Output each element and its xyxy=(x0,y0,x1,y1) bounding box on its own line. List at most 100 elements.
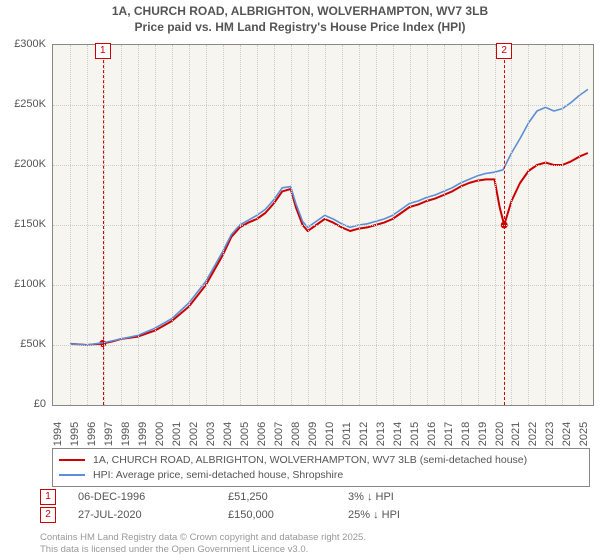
x-tick-label: 1994 xyxy=(52,422,64,446)
plot-area: 12 xyxy=(52,44,594,406)
x-tick-label: 2023 xyxy=(544,422,556,446)
x-tick-label: 2006 xyxy=(256,422,268,446)
legend-row: HPI: Average price, semi-detached house,… xyxy=(59,468,583,483)
grid-v xyxy=(138,45,139,405)
transaction-row: 106-DEC-1996£51,2503% ↓ HPI xyxy=(40,488,590,506)
x-tick-label: 2001 xyxy=(171,422,183,446)
y-tick-label: £100K xyxy=(14,278,46,290)
x-tick-label: 2011 xyxy=(341,422,353,446)
x-tick-label: 2020 xyxy=(494,422,506,446)
x-tick-label: 2005 xyxy=(239,422,251,446)
legend-label: 1A, CHURCH ROAD, ALBRIGHTON, WOLVERHAMPT… xyxy=(93,453,527,468)
x-tick-label: 1996 xyxy=(86,422,98,446)
grid-v xyxy=(495,45,496,405)
grid-v xyxy=(427,45,428,405)
y-tick-label: £0 xyxy=(34,398,46,410)
transaction-row-marker: 1 xyxy=(40,489,56,505)
grid-v xyxy=(87,45,88,405)
grid-v xyxy=(444,45,445,405)
x-tick-label: 2002 xyxy=(188,422,200,446)
x-tick-label: 2015 xyxy=(409,422,421,446)
title-line-1: 1A, CHURCH ROAD, ALBRIGHTON, WOLVERHAMPT… xyxy=(0,4,600,20)
grid-v xyxy=(172,45,173,405)
x-tick-label: 2025 xyxy=(578,422,590,446)
grid-v xyxy=(511,45,512,405)
transaction-marker-line xyxy=(504,45,505,405)
x-tick-label: 2004 xyxy=(222,422,234,446)
grid-v xyxy=(206,45,207,405)
x-tick-label: 1999 xyxy=(137,422,149,446)
transaction-marker-box: 2 xyxy=(496,43,512,59)
y-tick-label: £300K xyxy=(14,38,46,50)
y-tick-label: £200K xyxy=(14,158,46,170)
series-hpi xyxy=(70,89,588,345)
grid-v xyxy=(291,45,292,405)
grid-v xyxy=(325,45,326,405)
title-block: 1A, CHURCH ROAD, ALBRIGHTON, WOLVERHAMPT… xyxy=(0,0,600,37)
grid-v xyxy=(342,45,343,405)
grid-v xyxy=(70,45,71,405)
x-tick-label: 2016 xyxy=(426,422,438,446)
grid-v xyxy=(410,45,411,405)
legend-swatch xyxy=(59,474,85,476)
x-tick-label: 2014 xyxy=(392,422,404,446)
series-price_paid xyxy=(70,153,588,345)
x-tick-label: 2021 xyxy=(510,422,522,446)
grid-v xyxy=(223,45,224,405)
grid-v xyxy=(359,45,360,405)
grid-v xyxy=(104,45,105,405)
y-tick-label: £50K xyxy=(20,338,46,350)
x-tick-label: 2013 xyxy=(375,422,387,446)
transaction-row-marker: 2 xyxy=(40,507,56,523)
footer-line-2: This data is licensed under the Open Gov… xyxy=(40,544,366,556)
x-tick-label: 2007 xyxy=(273,422,285,446)
x-tick-label: 2009 xyxy=(307,422,319,446)
x-tick-label: 2012 xyxy=(358,422,370,446)
x-axis: 1994199519961997199819992000200120022003… xyxy=(52,406,592,446)
x-tick-label: 1995 xyxy=(69,422,81,446)
title-line-2: Price paid vs. HM Land Registry's House … xyxy=(0,20,600,36)
grid-v xyxy=(393,45,394,405)
transaction-date: 27-JUL-2020 xyxy=(78,509,228,521)
legend: 1A, CHURCH ROAD, ALBRIGHTON, WOLVERHAMPT… xyxy=(52,448,590,487)
x-tick-label: 2010 xyxy=(324,422,336,446)
grid-v xyxy=(478,45,479,405)
x-tick-label: 1997 xyxy=(103,422,115,446)
grid-v xyxy=(579,45,580,405)
x-tick-label: 2017 xyxy=(443,422,455,446)
grid-v xyxy=(376,45,377,405)
x-tick-label: 2008 xyxy=(290,422,302,446)
legend-swatch xyxy=(59,459,85,461)
footer: Contains HM Land Registry data © Crown c… xyxy=(40,532,366,556)
grid-v xyxy=(240,45,241,405)
footer-line-1: Contains HM Land Registry data © Crown c… xyxy=(40,532,366,544)
transaction-row: 227-JUL-2020£150,00025% ↓ HPI xyxy=(40,506,590,524)
legend-row: 1A, CHURCH ROAD, ALBRIGHTON, WOLVERHAMPT… xyxy=(59,453,583,468)
grid-v xyxy=(308,45,309,405)
grid-v xyxy=(562,45,563,405)
chart-container: 1A, CHURCH ROAD, ALBRIGHTON, WOLVERHAMPT… xyxy=(0,0,600,560)
grid-v xyxy=(461,45,462,405)
grid-v xyxy=(528,45,529,405)
grid-v xyxy=(155,45,156,405)
y-tick-label: £250K xyxy=(14,98,46,110)
transaction-delta: 3% ↓ HPI xyxy=(348,491,448,503)
transaction-table: 106-DEC-1996£51,2503% ↓ HPI227-JUL-2020£… xyxy=(40,488,590,524)
x-tick-label: 2022 xyxy=(527,422,539,446)
grid-v xyxy=(257,45,258,405)
transaction-marker-box: 1 xyxy=(95,43,111,59)
x-tick-label: 1998 xyxy=(120,422,132,446)
grid-v xyxy=(274,45,275,405)
y-axis: £0£50K£100K£150K£200K£250K£300K xyxy=(0,44,50,404)
transaction-marker-line xyxy=(103,45,104,405)
x-tick-label: 2003 xyxy=(205,422,217,446)
y-tick-label: £150K xyxy=(14,218,46,230)
x-tick-label: 2024 xyxy=(561,422,573,446)
grid-v xyxy=(545,45,546,405)
grid-v xyxy=(121,45,122,405)
transaction-date: 06-DEC-1996 xyxy=(78,491,228,503)
legend-label: HPI: Average price, semi-detached house,… xyxy=(93,468,343,483)
x-tick-label: 2018 xyxy=(460,422,472,446)
grid-v xyxy=(189,45,190,405)
x-tick-label: 2019 xyxy=(477,422,489,446)
